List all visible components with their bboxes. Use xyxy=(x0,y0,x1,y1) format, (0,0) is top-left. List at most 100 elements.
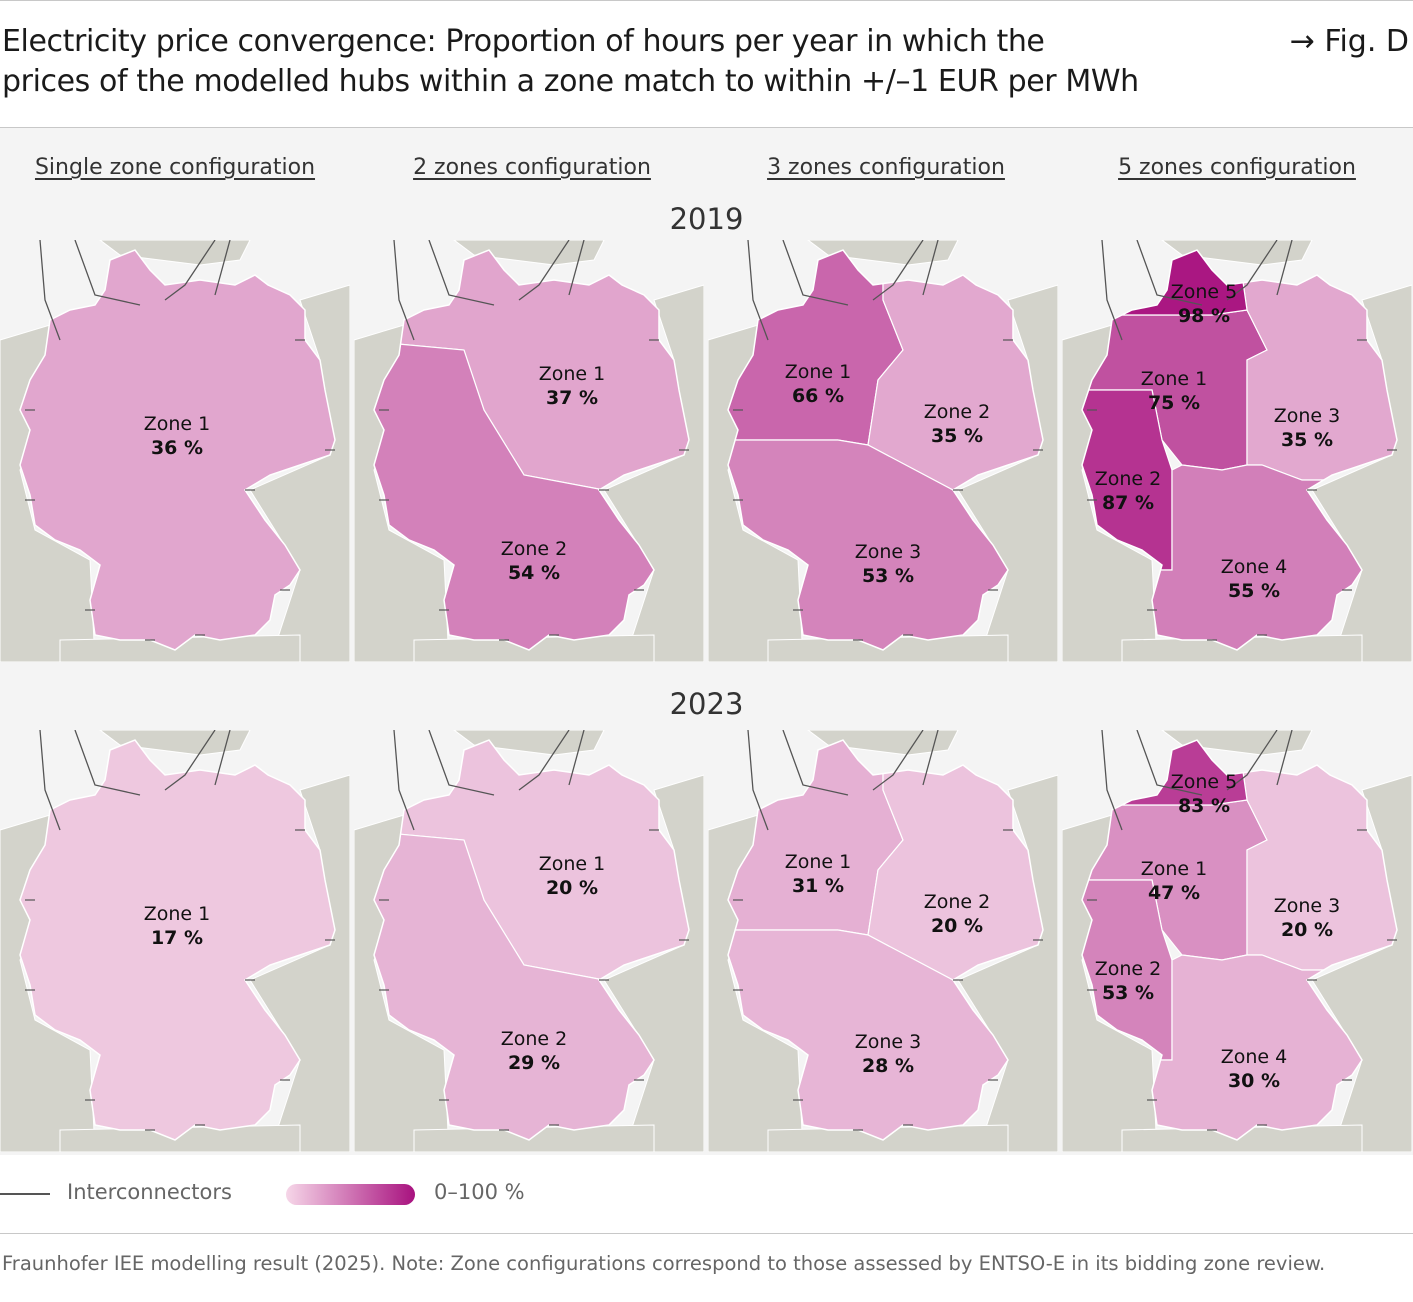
neighbour-north xyxy=(1161,730,1313,756)
zone-value-label: 83 % xyxy=(1178,795,1230,817)
interconnector-line xyxy=(922,730,939,786)
zone-name-label: Zone 1 xyxy=(785,851,852,873)
interconnector-line xyxy=(1136,240,1203,306)
interconnector-legend-line xyxy=(0,1193,50,1195)
interconnector-line xyxy=(214,240,231,296)
title-line-1: Electricity price convergence: Proportio… xyxy=(2,24,1045,59)
column-header-single: Single zone configuration xyxy=(34,155,316,180)
germany-outline xyxy=(1081,739,1398,1141)
interconnector-line xyxy=(1101,730,1123,831)
neighbour-north xyxy=(807,730,959,756)
column-header-3zones: 3 zones configuration xyxy=(767,155,1005,180)
interconnector-line xyxy=(428,730,495,796)
color-scale-label: 0–100 % xyxy=(434,1180,525,1204)
germany-outline xyxy=(1081,249,1398,651)
interconnector-line xyxy=(428,240,495,306)
zone-value-label: 55 % xyxy=(1228,580,1280,602)
zone-name-label: Zone 2 xyxy=(924,891,991,913)
zone-value-label: 47 % xyxy=(1148,882,1200,904)
zone-value-label: 75 % xyxy=(1148,392,1200,414)
neighbour-north xyxy=(453,240,605,266)
interconnector-line xyxy=(568,730,585,786)
neighbour-north xyxy=(99,730,251,756)
figure-title: Electricity price convergence: Proportio… xyxy=(2,22,1202,102)
zone-name-label: Zone 1 xyxy=(144,903,211,925)
interconnector-line xyxy=(214,730,231,786)
zone-value-label: 36 % xyxy=(151,437,203,459)
map-panel-2023-2zones: Zone 1 20 % Zone 2 29 % xyxy=(354,730,704,1152)
neighbour-north xyxy=(453,730,605,756)
zone-value-label: 17 % xyxy=(151,927,203,949)
footer-rule xyxy=(0,1233,1413,1234)
column-header-5zones: 5 zones configuration xyxy=(1118,155,1356,180)
interconnector-line xyxy=(164,240,216,301)
zone-value-label: 20 % xyxy=(546,877,598,899)
interconnector-legend-label: Interconnectors xyxy=(67,1180,232,1204)
zone-name-label: Zone 3 xyxy=(1274,405,1341,427)
zone-name-label: Zone 1 xyxy=(539,853,606,875)
zone-name-label: Zone 1 xyxy=(539,363,606,385)
interconnector-line xyxy=(1101,240,1123,341)
interconnector-line xyxy=(393,240,415,341)
map-panel-2019-3zones: Zone 1 66 % Zone 2 35 % Zone 3 53 % xyxy=(708,240,1058,662)
germany-outline xyxy=(373,249,690,651)
zone-name-label: Zone 1 xyxy=(1141,858,1208,880)
interconnector-line xyxy=(39,240,61,341)
zone-name-label: Zone 3 xyxy=(855,541,922,563)
neighbour-north xyxy=(807,240,959,266)
germany-outline xyxy=(727,249,1044,651)
interconnector-line xyxy=(747,240,769,341)
zone-name-label: Zone 2 xyxy=(924,401,991,423)
zone-name-label: Zone 1 xyxy=(785,361,852,383)
title-line-2: prices of the modelled hubs within a zon… xyxy=(2,64,1139,99)
map-panel-2019-2zones: Zone 1 37 % Zone 2 54 % xyxy=(354,240,704,662)
interconnector-line xyxy=(1226,240,1278,301)
zone-value-label: 28 % xyxy=(862,1055,914,1077)
zone-name-label: Zone 3 xyxy=(1274,895,1341,917)
interconnector-line xyxy=(393,730,415,831)
zone-name-label: Zone 2 xyxy=(501,538,568,560)
zone-value-label: 37 % xyxy=(546,387,598,409)
interconnector-line xyxy=(74,240,141,306)
footnote: Fraunhofer IEE modelling result (2025). … xyxy=(2,1252,1326,1275)
zone-name-label: Zone 4 xyxy=(1221,1046,1288,1068)
zone-name-label: Zone 2 xyxy=(1095,958,1162,980)
zone-name-label: Zone 4 xyxy=(1221,556,1288,578)
zone-value-label: 20 % xyxy=(1281,919,1333,941)
interconnector-line xyxy=(1226,730,1278,791)
zone-name-label: Zone 1 xyxy=(144,413,211,435)
zone-name-label: Zone 5 xyxy=(1171,281,1238,303)
interconnector-line xyxy=(782,730,849,796)
year-label-2023: 2023 xyxy=(669,687,744,721)
map-panel-2019-single: Zone 1 36 % xyxy=(0,240,350,662)
interconnector-line xyxy=(568,240,585,296)
interconnector-line xyxy=(74,730,141,796)
zone-value-label: 98 % xyxy=(1178,305,1230,327)
interconnector-line xyxy=(872,730,924,791)
interconnector-line xyxy=(872,240,924,301)
map-panel-2023-single: Zone 1 17 % xyxy=(0,730,350,1152)
germany-outline xyxy=(19,739,336,1141)
interconnector-line xyxy=(782,240,849,306)
zone-name-label: Zone 2 xyxy=(1095,468,1162,490)
map-panel-2019-5zones: Zone 1 75 % Zone 2 87 % Zone 3 35 % Zone 4 55 %… xyxy=(1062,240,1412,662)
zone-value-label: 53 % xyxy=(862,565,914,587)
interconnector-line xyxy=(164,730,216,791)
figure-reference: → Fig. D xyxy=(1289,24,1409,59)
neighbour-north xyxy=(1161,240,1313,266)
map-panel-2023-3zones: Zone 1 31 % Zone 2 20 % Zone 3 28 % xyxy=(708,730,1058,1152)
column-header-2zones: 2 zones configuration xyxy=(413,155,651,180)
zone-name-label: Zone 5 xyxy=(1171,771,1238,793)
zone-value-label: 20 % xyxy=(931,915,983,937)
neighbour-north xyxy=(99,240,251,266)
zone-value-label: 35 % xyxy=(1281,429,1333,451)
zone-name-label: Zone 3 xyxy=(855,1031,922,1053)
interconnector-line xyxy=(922,240,939,296)
year-label-2019: 2019 xyxy=(669,202,744,236)
interconnector-line xyxy=(39,730,61,831)
zone-value-label: 53 % xyxy=(1102,982,1154,1004)
germany-outline xyxy=(727,739,1044,1141)
zone-value-label: 54 % xyxy=(508,562,560,584)
zone-value-label: 66 % xyxy=(792,385,844,407)
header-rule xyxy=(0,127,1413,128)
